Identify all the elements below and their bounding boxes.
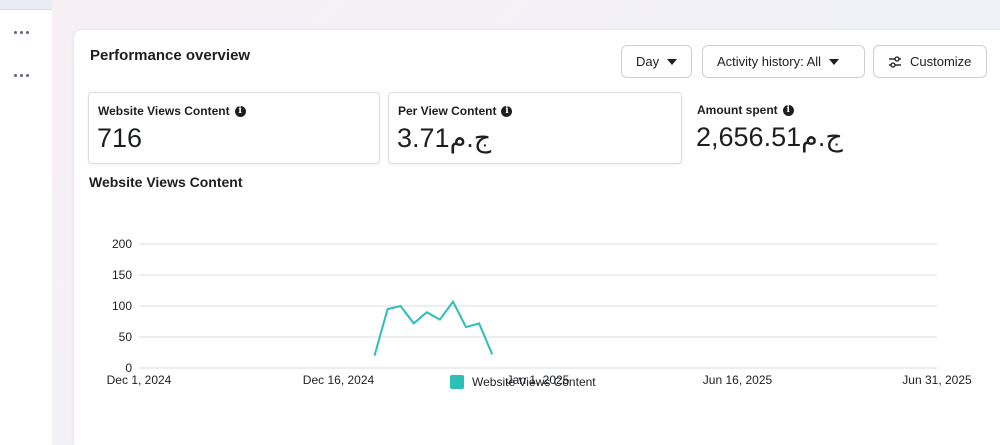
legend-label: Website Views Content — [472, 375, 596, 389]
chart-svg: 0 50 100 150 200 Dec 1, 2024 Dec 16, 2024 Jan 1… — [107, 237, 972, 387]
chart-title: Website Views Content — [89, 174, 243, 190]
y-tick-label: 200 — [112, 237, 132, 251]
x-tick-label: Jan 1, 2025 — [507, 373, 570, 386]
y-tick-label: 150 — [112, 268, 132, 282]
line-chart: 0 50 100 150 200 Dec 1, 2024 Dec 16, 2024 Jan 1… — [89, 206, 984, 387]
left-rail — [0, 0, 52, 445]
customize-label: Customize — [910, 54, 972, 69]
left-rail-top-strip — [0, 0, 52, 10]
metric-label: Amount spent — [697, 103, 778, 117]
customize-icon — [889, 55, 901, 68]
metric-value: 3.71ج.م — [397, 123, 492, 153]
x-tick-label: Dec 1, 2024 — [107, 373, 172, 386]
metric-label-row: Amount spent i — [697, 103, 794, 117]
x-tick-label: Jun 16, 2025 — [703, 373, 773, 386]
activity-history-label: Activity history: All — [717, 54, 822, 69]
x-tick-label: Dec 16, 2024 — [303, 373, 375, 386]
chart-legend-item[interactable]: Website Views Content — [450, 375, 596, 389]
metric-label-row: Per View Content i — [398, 104, 513, 118]
metric-card-amount-spent[interactable]: Amount spent i 2,656.51ج.م — [688, 92, 988, 164]
metric-card-website-views[interactable]: Website Views Content i 716 — [88, 92, 380, 164]
info-icon[interactable]: i — [782, 104, 794, 116]
metric-value: 716 — [97, 123, 143, 153]
metric-label: Website Views Content — [98, 104, 230, 118]
day-dropdown-button[interactable]: Day — [621, 45, 692, 78]
page-title: Performance overview — [90, 47, 251, 64]
customize-button[interactable]: Customize — [873, 45, 987, 78]
y-tick-label: 50 — [119, 330, 133, 344]
metric-value: 2,656.51ج.م — [696, 122, 843, 152]
info-icon[interactable]: i — [234, 105, 246, 117]
more-options-icon[interactable] — [14, 70, 34, 80]
metric-label: Per View Content — [398, 104, 497, 118]
series-line — [373, 299, 494, 356]
info-icon[interactable]: i — [501, 105, 513, 117]
caret-down-icon — [829, 58, 840, 65]
day-dropdown-label: Day — [636, 54, 660, 69]
performance-overview-panel: Performance overview Day Activity histor… — [74, 30, 1000, 445]
metric-card-per-view[interactable]: Per View Content i 3.71ج.م — [388, 92, 682, 164]
legend-swatch — [450, 375, 464, 389]
y-tick-label: 0 — [125, 361, 132, 375]
metric-label-row: Website Views Content i — [98, 104, 246, 118]
activity-history-dropdown-button[interactable]: Activity history: All — [702, 45, 865, 78]
y-tick-label: 100 — [112, 299, 132, 313]
x-tick-label: Jun 31, 2025 — [902, 373, 972, 386]
more-options-icon[interactable] — [14, 27, 34, 37]
caret-down-icon — [667, 58, 678, 65]
